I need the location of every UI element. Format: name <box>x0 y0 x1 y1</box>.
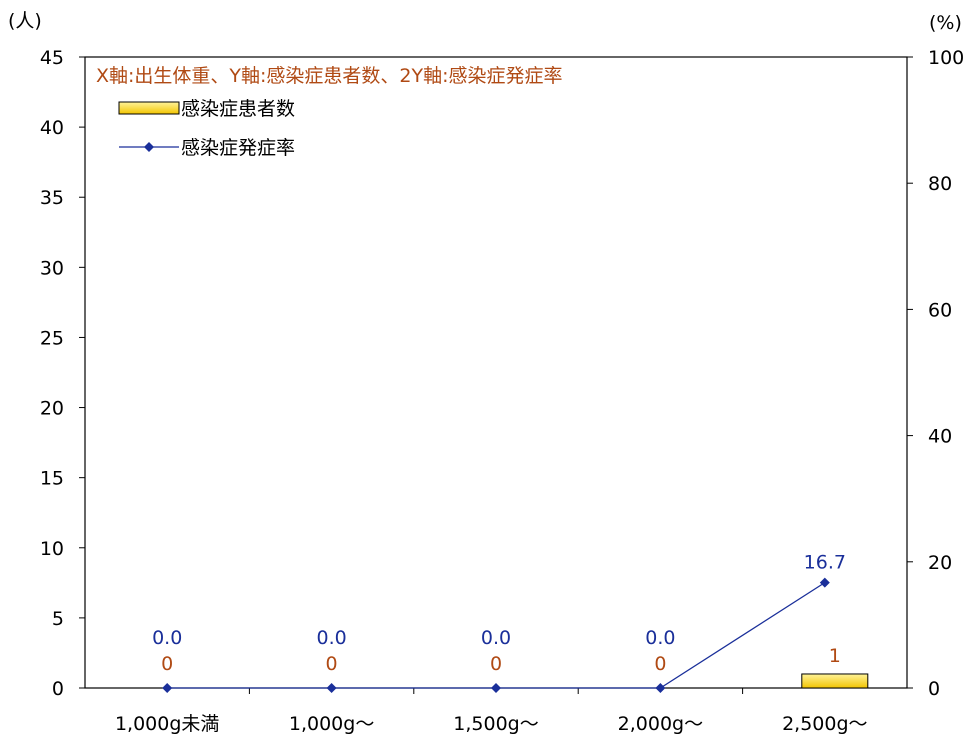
y-tick-label: 40 <box>40 117 64 139</box>
line-marker <box>655 683 666 693</box>
bar-value-label: 0 <box>161 653 173 675</box>
line-value-label: 0.0 <box>481 627 511 649</box>
x-axis: 1,000g未満 1,000g〜 1,500g〜 2,000g〜 2,500g〜 <box>115 688 868 735</box>
y-tick-label: 45 <box>40 47 64 69</box>
legend: 感染症患者数 感染症発症率 <box>118 98 295 159</box>
bar-value-label: 1 <box>829 645 841 667</box>
line-marker <box>162 683 173 693</box>
x-tick-label: 1,000g〜 <box>289 713 374 735</box>
plot-area <box>84 56 908 689</box>
y2-tick-label: 80 <box>928 173 952 195</box>
data-labels: 0 0 0 0 1 0.0 0.0 0.0 0.0 16.7 <box>152 552 846 675</box>
y-tick-label: 30 <box>40 257 64 279</box>
line-value-label: 0.0 <box>316 627 346 649</box>
bar-series <box>801 673 869 689</box>
y-tick-label: 15 <box>40 468 64 490</box>
legend-line-label: 感染症発症率 <box>181 137 295 159</box>
y-tick-label: 5 <box>52 608 64 630</box>
bar-value-label: 0 <box>490 653 502 675</box>
bar-value-label: 0 <box>326 653 338 675</box>
y2-tick-label: 100 <box>928 47 964 69</box>
line-value-label: 0.0 <box>152 627 182 649</box>
line-series <box>162 577 830 693</box>
legend-bar-label: 感染症患者数 <box>181 98 295 120</box>
y-axis-unit: (人) <box>8 10 42 32</box>
y-axis: 0 5 10 15 20 25 30 35 40 45 <box>40 47 85 700</box>
x-tick-label: 1,500g〜 <box>453 713 538 735</box>
y-tick-label: 25 <box>40 327 64 349</box>
line-value-label: 16.7 <box>804 552 846 574</box>
y2-axis: 0 20 40 60 80 100 <box>907 47 964 700</box>
bar <box>801 673 869 689</box>
y-tick-label: 35 <box>40 187 64 209</box>
legend-line-marker <box>144 142 154 152</box>
x-tick-label: 1,000g未満 <box>115 713 219 735</box>
y2-tick-label: 20 <box>928 552 952 574</box>
chart-title: X軸:出生体重、Y軸:感染症患者数、2Y軸:感染症発症率 <box>96 65 563 87</box>
y2-tick-label: 60 <box>928 299 952 321</box>
line-marker <box>491 683 501 693</box>
x-tick-label: 2,500g〜 <box>782 713 867 735</box>
y2-tick-label: 40 <box>928 426 952 448</box>
y2-axis-unit: (%) <box>929 12 962 34</box>
line-marker <box>819 577 830 588</box>
x-tick-label: 2,000g〜 <box>618 713 703 735</box>
bar-value-label: 0 <box>654 653 666 675</box>
line-value-label: 0.0 <box>645 627 675 649</box>
y-tick-label: 10 <box>40 538 64 560</box>
legend-bar-swatch <box>118 101 180 115</box>
y-tick-label: 20 <box>40 398 64 420</box>
line-marker <box>326 683 337 693</box>
y-tick-label: 0 <box>52 678 64 700</box>
y2-tick-label: 0 <box>928 678 940 700</box>
